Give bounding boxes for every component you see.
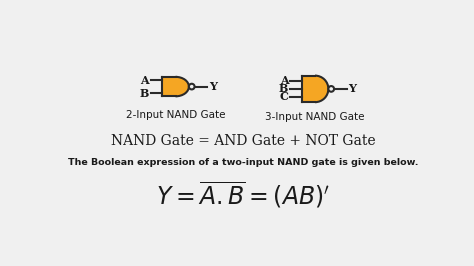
- Circle shape: [328, 86, 334, 92]
- Text: Y: Y: [209, 81, 217, 92]
- Text: B: B: [139, 88, 149, 98]
- Circle shape: [189, 84, 194, 89]
- Text: $\mathit{Y} = \overline{\mathit{A.B}} = (\mathit{AB})^{\prime}$: $\mathit{Y} = \overline{\mathit{A.B}} = …: [156, 179, 330, 210]
- Text: A: A: [140, 75, 149, 86]
- Text: 2-Input NAND Gate: 2-Input NAND Gate: [126, 110, 225, 120]
- Text: A: A: [280, 76, 288, 86]
- Polygon shape: [162, 77, 175, 96]
- Polygon shape: [301, 76, 315, 102]
- Polygon shape: [315, 76, 328, 102]
- Text: B: B: [279, 84, 288, 94]
- Text: 3-Input NAND Gate: 3-Input NAND Gate: [265, 113, 365, 122]
- Text: Y: Y: [348, 84, 356, 94]
- Text: The Boolean expression of a two-input NAND gate is given below.: The Boolean expression of a two-input NA…: [68, 157, 418, 167]
- Text: C: C: [279, 91, 288, 102]
- Polygon shape: [175, 77, 189, 96]
- Text: NAND Gate = AND Gate + NOT Gate: NAND Gate = AND Gate + NOT Gate: [110, 134, 375, 148]
